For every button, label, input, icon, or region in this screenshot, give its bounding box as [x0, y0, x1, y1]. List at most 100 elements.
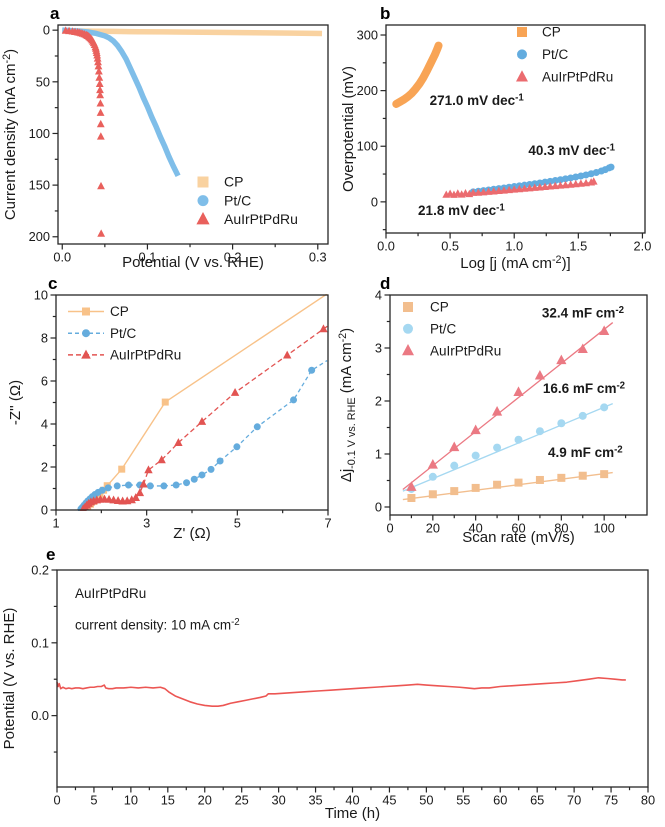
marker-circle	[198, 471, 206, 479]
marker-triangle	[97, 229, 106, 237]
x-axis-label: Potential (V vs. RHE)	[122, 254, 264, 271]
marker-square	[450, 487, 459, 496]
y-tick-label: 200	[29, 229, 50, 244]
panel-b-legend: CP Pt/C AuIrPtPdRu	[516, 25, 613, 85]
marker-circle	[197, 195, 209, 207]
marker-triangle	[283, 350, 292, 359]
marker-triangle	[513, 386, 524, 396]
y-tick-label: 2	[41, 459, 48, 474]
chart-annotation: AuIrPtPdRu	[75, 586, 146, 601]
marker-triangle	[174, 438, 183, 446]
marker-triangle	[469, 188, 478, 196]
marker-triangle	[96, 132, 105, 140]
marker-circle	[428, 472, 437, 481]
marker-triangle	[556, 181, 565, 189]
marker-circle	[104, 484, 112, 492]
series-line-CP	[402, 471, 613, 501]
marker-circle	[183, 479, 191, 487]
y-tick-label: 4	[375, 287, 382, 302]
y-tick-label: 150	[29, 178, 50, 193]
y-axis-label: Current density (mA cm-2)	[1, 49, 19, 220]
x-tick-label: 1.5	[569, 239, 587, 254]
legend-label: Pt/C	[110, 326, 137, 341]
panel-a-axes: 0.0 0.1 0.2 0.3 0 50 100 150 200	[29, 23, 327, 265]
marker-triangle	[427, 458, 438, 469]
marker-triangle	[449, 441, 460, 452]
legend-label: CP	[542, 25, 561, 40]
x-tick-label: 70	[567, 793, 581, 808]
x-tick-label: 55	[456, 793, 470, 808]
marker-triangle	[94, 67, 103, 75]
marker-triangle	[551, 181, 560, 190]
marker-triangle	[599, 325, 610, 336]
chart-annotation: 271.0 mV dec-1	[430, 93, 525, 109]
y-tick-label: 3	[375, 340, 382, 355]
x-tick-label: 3	[143, 516, 150, 531]
marker-circle	[450, 461, 459, 470]
legend-label: AuIrPtPdRu	[110, 348, 181, 363]
x-tick-label: 65	[530, 793, 544, 808]
marker-triangle	[135, 488, 145, 497]
marker-triangle	[96, 90, 105, 99]
marker-triangle	[131, 493, 140, 502]
series-markers-Pt/C	[407, 403, 609, 493]
x-tick-label: 80	[554, 521, 568, 536]
x-tick-label: 20	[426, 521, 440, 536]
marker-circle	[216, 457, 224, 465]
series-line-AuIrPtPdRu	[56, 676, 626, 707]
x-axis-label: Time (h)	[325, 805, 380, 822]
marker-square	[407, 493, 416, 502]
marker-triangle	[541, 182, 549, 191]
y-axis-label: -Z'' (Ω)	[7, 380, 24, 425]
marker-triangle	[525, 184, 534, 192]
marker-circle	[600, 403, 609, 412]
marker-circle	[607, 163, 615, 171]
marker-circle	[541, 178, 549, 186]
marker-triangle	[470, 424, 481, 435]
plot-frame	[57, 24, 329, 245]
series-line-CP	[392, 41, 443, 108]
panel-d-legend: CP Pt/C AuIrPtPdRu	[402, 300, 501, 358]
x-tick-label: 15	[161, 793, 175, 808]
panel-e-chart: 0 5 10 15 20 25 30 35 40 45 50 55 60 65 70 75 80 0.0 0.1 0.…	[1, 562, 655, 822]
marker-triangle	[94, 57, 102, 66]
marker-circle	[190, 475, 198, 483]
x-tick-label: 10	[124, 793, 138, 808]
chart-annotation: 16.6 mF cm-2	[543, 381, 625, 397]
marker-triangle	[494, 186, 503, 195]
series-line-Pt/C	[402, 403, 613, 492]
marker-triangle	[93, 51, 102, 59]
legend-label: AuIrPtPdRu	[542, 70, 613, 85]
marker-triangle	[96, 108, 105, 116]
series-markers-CP	[407, 470, 609, 502]
x-tick-label: 25	[235, 793, 249, 808]
x-tick-label: 40	[469, 521, 483, 536]
legend-label: Pt/C	[224, 192, 251, 208]
x-tick-label: 30	[272, 793, 286, 808]
marker-square	[557, 473, 566, 482]
y-tick-label: 0.0	[31, 708, 49, 723]
y-tick-label: 300	[357, 27, 378, 42]
y-tick-label: 6	[41, 373, 48, 388]
x-tick-label: 1	[52, 516, 59, 531]
chart-annotation: 32.4 mF cm-2	[542, 305, 624, 321]
marker-triangle	[479, 188, 488, 196]
panel-label-a: a	[50, 4, 60, 23]
panel-a-legend: CP Pt/C AuIrPtPdRu	[196, 174, 298, 227]
panel-c-chart: 1 3 5 7 0 2 4 6 8 10 Z' (Ω) -Z'' (Ω) CP Pt/C AuIrPtPdR…	[7, 287, 332, 542]
x-tick-label: 35	[308, 793, 322, 808]
marker-square	[118, 465, 126, 473]
x-axis-label: Scan rate (mV/s)	[462, 529, 575, 546]
chart-annotation: 4.9 mF cm-2	[548, 445, 623, 461]
marker-triangle	[589, 177, 598, 185]
panel-e-series	[56, 676, 626, 707]
y-tick-label: 100	[29, 126, 50, 141]
x-tick-label: 80	[641, 793, 655, 808]
x-tick-label: 0.0	[53, 250, 71, 265]
marker-square	[428, 490, 437, 499]
marker-triangle	[93, 54, 102, 62]
x-tick-label: 0.0	[377, 239, 395, 254]
x-tick-label: 75	[604, 793, 618, 808]
plot-frame	[55, 294, 329, 511]
marker-circle	[546, 177, 554, 185]
